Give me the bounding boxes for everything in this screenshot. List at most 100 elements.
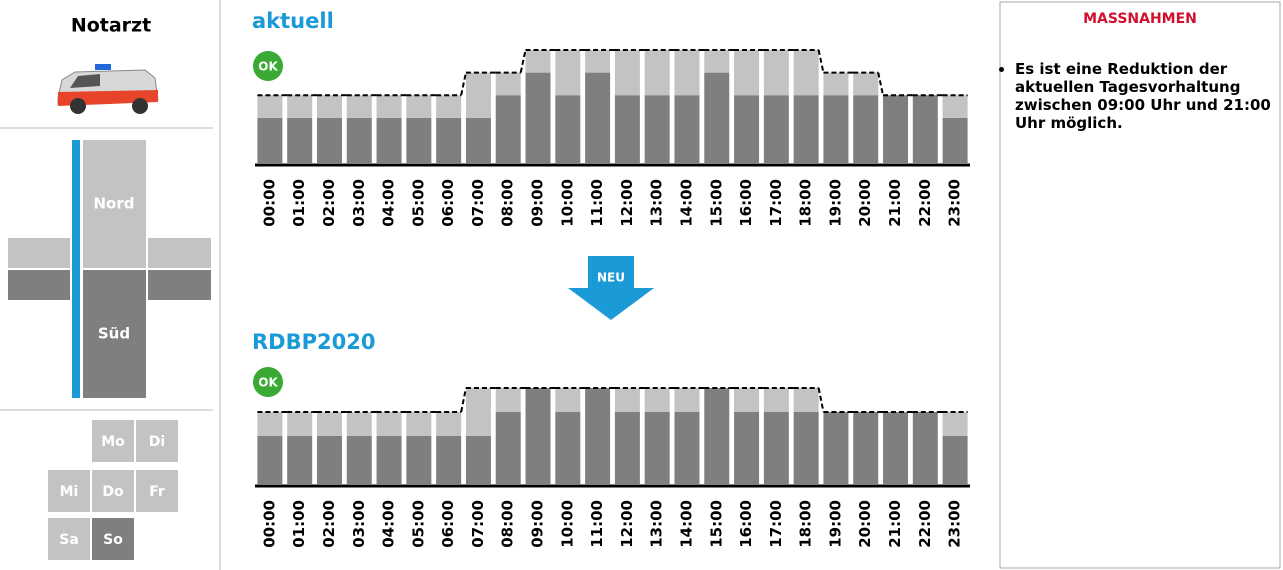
bar-segment <box>406 117 432 163</box>
bar-segment <box>436 95 462 118</box>
bar-segment <box>316 436 342 484</box>
status-label: OK <box>258 60 278 74</box>
bar-segment <box>942 412 968 436</box>
bar-segment <box>376 117 402 163</box>
x-tick-label: 01:00 <box>290 179 308 227</box>
status-badge <box>253 367 283 397</box>
bar-segment <box>942 95 968 118</box>
x-tick-label: 10:00 <box>558 500 576 548</box>
bar-segment <box>257 412 283 436</box>
x-tick-label: 10:00 <box>558 179 576 227</box>
x-tick-label: 04:00 <box>380 500 398 548</box>
x-tick-label: 23:00 <box>946 179 964 227</box>
x-tick-label: 03:00 <box>350 179 368 227</box>
bar-segment <box>644 388 670 412</box>
x-tick-label: 11:00 <box>588 500 606 548</box>
bar-segment <box>942 117 968 163</box>
bar-segment <box>763 412 789 484</box>
day-box <box>92 518 134 560</box>
bar-segment <box>525 72 551 163</box>
day-box <box>92 470 134 512</box>
bar-segment <box>346 95 372 118</box>
bar-segment <box>644 50 670 96</box>
x-tick-label: 14:00 <box>677 179 695 227</box>
bar-segment <box>942 436 968 484</box>
region-nord <box>83 140 146 268</box>
bar-segment <box>674 388 700 412</box>
region-bar <box>72 140 80 398</box>
bar-segment <box>495 412 521 484</box>
region-box <box>8 270 70 300</box>
x-tick-label: 14:00 <box>677 500 695 548</box>
sidebar-title: Notarzt <box>71 15 151 37</box>
capacity-connector <box>519 49 527 73</box>
bar-segment <box>585 388 611 484</box>
bar-segment <box>763 388 789 412</box>
bar-segment <box>823 72 849 96</box>
bar-segment <box>823 95 849 163</box>
bar-segment <box>376 412 402 436</box>
bar-segment <box>853 72 879 96</box>
bar-segment <box>793 95 819 163</box>
bar-segment <box>406 95 432 118</box>
x-tick-label: 00:00 <box>260 179 278 227</box>
bar-segment <box>823 412 849 484</box>
measure-item: Es ist eine Reduktion der aktuellen Tage… <box>1015 60 1283 132</box>
x-tick-label: 15:00 <box>707 500 725 548</box>
x-tick-label: 23:00 <box>946 500 964 548</box>
x-tick-label: 12:00 <box>618 500 636 548</box>
bar-segment <box>316 117 342 163</box>
bar-segment <box>376 436 402 484</box>
bar-segment <box>585 72 611 163</box>
bar-segment <box>436 436 462 484</box>
bar-segment <box>495 388 521 412</box>
bar-segment <box>525 388 551 484</box>
bar-segment <box>793 388 819 412</box>
x-tick-label: 16:00 <box>737 179 755 227</box>
x-tick-label: 05:00 <box>409 500 427 548</box>
bar-segment <box>287 95 313 118</box>
region-label: Süd <box>98 325 130 343</box>
x-tick-label: 21:00 <box>886 500 904 548</box>
measures-panel <box>999 1 1281 569</box>
bar-segment <box>465 117 491 163</box>
capacity-connector <box>460 72 467 96</box>
bar-segment <box>763 50 789 96</box>
bar-segment <box>287 117 313 163</box>
status-badge <box>253 51 283 81</box>
x-tick-label: 16:00 <box>737 500 755 548</box>
bar-segment <box>346 436 372 484</box>
x-tick-label: 04:00 <box>380 179 398 227</box>
bar-segment <box>853 412 879 484</box>
region-box <box>8 238 70 268</box>
region-box <box>148 238 211 268</box>
x-tick-label: 02:00 <box>320 500 338 548</box>
day-label: Mi <box>60 484 79 500</box>
bar-segment <box>793 50 819 96</box>
x-tick-label: 15:00 <box>707 179 725 227</box>
x-tick-label: 13:00 <box>648 500 666 548</box>
capacity-connector <box>817 49 825 73</box>
bar-segment <box>555 95 581 163</box>
x-tick-label: 07:00 <box>469 500 487 548</box>
bar-segment <box>734 388 760 412</box>
bar-segment <box>436 412 462 436</box>
bar-segment <box>704 72 730 163</box>
bar-segment <box>644 412 670 484</box>
x-tick-label: 11:00 <box>588 179 606 227</box>
bar-segment <box>912 412 938 484</box>
day-box <box>92 420 134 462</box>
day-label: Di <box>149 434 165 450</box>
bar-segment <box>912 95 938 163</box>
chart-title: aktuell <box>252 9 334 33</box>
x-tick-label: 21:00 <box>886 179 904 227</box>
x-tick-label: 18:00 <box>797 179 815 227</box>
bar-segment <box>704 388 730 484</box>
measures-list: Es ist eine Reduktion der aktuellen Tage… <box>1003 60 1283 132</box>
x-tick-label: 17:00 <box>767 179 785 227</box>
bar-segment <box>674 412 700 484</box>
bar-segment <box>883 412 909 484</box>
x-tick-label: 08:00 <box>499 179 517 227</box>
status-label: OK <box>258 376 278 390</box>
day-box <box>136 420 178 462</box>
